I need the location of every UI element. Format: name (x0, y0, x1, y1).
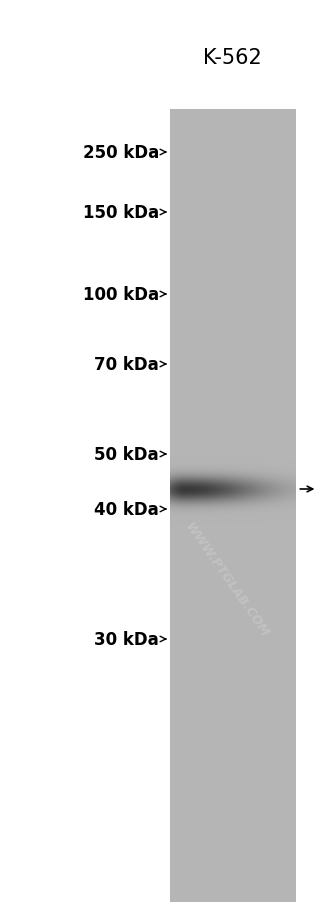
Bar (170, 110, 295, 902)
Text: 100 kDa: 100 kDa (83, 286, 159, 304)
Text: 30 kDa: 30 kDa (94, 630, 159, 649)
Text: 70 kDa: 70 kDa (94, 355, 159, 373)
Text: 150 kDa: 150 kDa (83, 204, 159, 222)
Text: K-562: K-562 (203, 48, 262, 68)
Text: WWW.PTGLAB.COM: WWW.PTGLAB.COM (182, 520, 271, 640)
Text: 250 kDa: 250 kDa (83, 143, 159, 161)
Text: 50 kDa: 50 kDa (94, 446, 159, 464)
Text: 40 kDa: 40 kDa (94, 501, 159, 519)
